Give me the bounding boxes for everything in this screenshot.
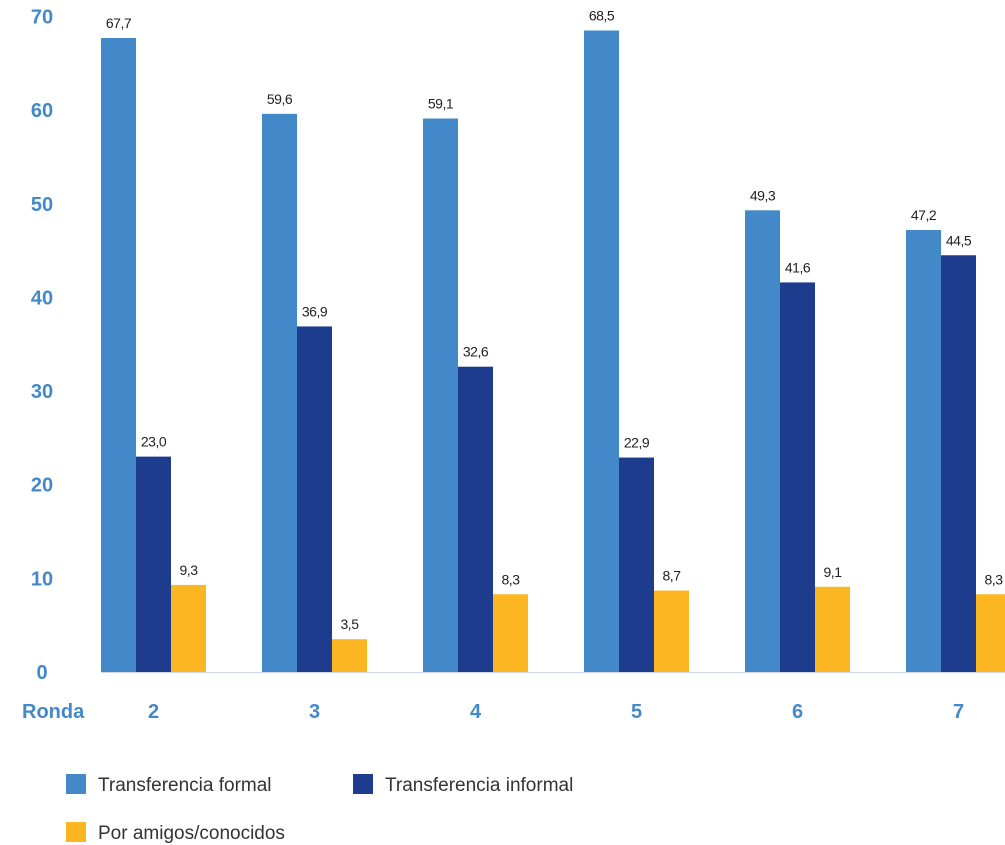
- value-label: 22,9: [624, 435, 650, 451]
- legend-label: Transferencia informal: [385, 775, 573, 796]
- bar-formal-ronda-7: [906, 229, 941, 673]
- x-tick-label: 4: [470, 701, 482, 723]
- bar-formal-ronda-4: [423, 118, 458, 672]
- legend: Transferencia formal Transferencia inform…: [66, 774, 573, 844]
- y-tick-label: 50: [31, 194, 53, 216]
- y-tick-label: 30: [31, 381, 53, 403]
- bar-informal-ronda-2: [136, 456, 171, 672]
- value-label: 41,6: [785, 259, 811, 275]
- value-labels: 67,7 23,0 9,3 59,6 36,9 3,5 59,1 32,6 8,3 68,5 22,…: [106, 7, 1004, 632]
- y-tick-label: 0: [36, 662, 47, 684]
- y-tick-label: 40: [31, 287, 53, 309]
- bar-amigos-ronda-2: [171, 584, 206, 672]
- legend-swatch: [66, 822, 86, 842]
- value-label: 9,3: [180, 562, 199, 578]
- x-tick-label: 3: [309, 701, 320, 723]
- legend-swatch: [353, 774, 373, 794]
- x-tick-label: 5: [631, 701, 642, 723]
- y-tick-label: 20: [31, 475, 53, 497]
- value-label: 44,5: [946, 232, 972, 248]
- x-tick-label: 7: [953, 701, 964, 723]
- bar-formal-ronda-2: [101, 37, 136, 672]
- bar-informal-ronda-5: [619, 457, 654, 672]
- value-label: 68,5: [589, 7, 615, 23]
- y-tick-label: 60: [31, 100, 53, 122]
- value-label: 3,5: [341, 616, 360, 632]
- bar-formal-ronda-3: [262, 113, 297, 672]
- x-axis: Ronda 2 3 4 5 6 7: [22, 701, 964, 723]
- value-label: 8,3: [502, 571, 521, 587]
- value-label: 23,0: [141, 434, 167, 450]
- value-label: 59,6: [267, 91, 293, 107]
- bar-informal-ronda-4: [458, 366, 493, 672]
- bar-amigos-ronda-3: [332, 639, 367, 672]
- x-tick-label: 6: [792, 701, 803, 723]
- bar-informal-ronda-3: [297, 326, 332, 672]
- legend-label: Transferencia formal: [98, 775, 272, 796]
- bar-amigos-ronda-6: [815, 586, 850, 672]
- value-label: 9,1: [824, 564, 843, 580]
- bar-formal-ronda-5: [584, 30, 619, 673]
- value-label: 32,6: [463, 344, 489, 360]
- value-label: 49,3: [750, 187, 776, 203]
- legend-swatch: [66, 774, 86, 794]
- y-tick-label: 10: [31, 568, 53, 590]
- value-label: 47,2: [911, 207, 937, 223]
- legend-label: Por amigos/conocidos: [98, 823, 285, 844]
- x-tick-label: 2: [148, 701, 159, 723]
- bar-amigos-ronda-7: [976, 594, 1005, 672]
- value-label: 36,9: [302, 303, 328, 319]
- bar-informal-ronda-7: [941, 255, 976, 672]
- y-tick-label: 70: [31, 6, 53, 28]
- bar-amigos-ronda-5: [654, 590, 689, 672]
- bar-amigos-ronda-4: [493, 594, 528, 672]
- value-label: 8,7: [663, 568, 682, 584]
- value-label: 59,1: [428, 96, 454, 112]
- bar-informal-ronda-6: [780, 282, 815, 672]
- bars: [101, 30, 1005, 673]
- value-label: 8,3: [985, 571, 1004, 587]
- value-label: 67,7: [106, 15, 132, 31]
- x-axis-title: Ronda: [22, 701, 85, 723]
- bar-formal-ronda-6: [745, 210, 780, 673]
- y-axis: 0 10 20 30 40 50 60 70: [31, 6, 53, 684]
